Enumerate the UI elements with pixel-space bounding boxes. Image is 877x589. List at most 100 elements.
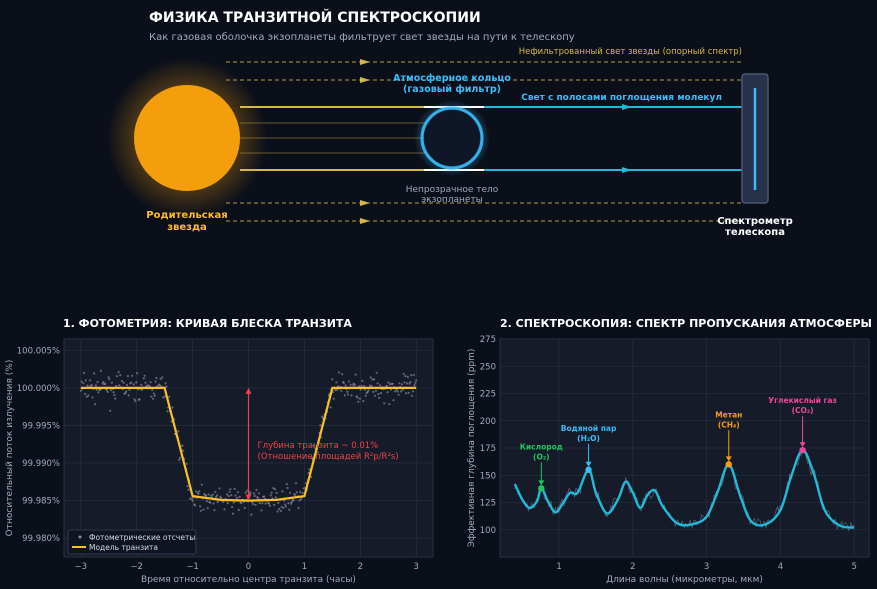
body-label-1: Непрозрачное тело	[406, 185, 499, 195]
y-tick-label: 100.005%	[17, 346, 60, 356]
y-tick-label: 100	[480, 526, 496, 536]
chart1-title: 1. ФОТОМЕТРИЯ: КРИВАЯ БЛЕСКА ТРАНЗИТА	[63, 317, 352, 330]
data-point	[151, 388, 154, 391]
data-point	[268, 502, 271, 505]
y-tick-label: 175	[480, 444, 496, 454]
data-point	[178, 458, 181, 461]
data-point	[114, 397, 117, 400]
y-tick-label: 99.980%	[22, 534, 60, 544]
data-point	[119, 374, 122, 377]
data-point	[138, 398, 141, 401]
data-point	[112, 391, 115, 394]
x-tick-label: 2	[630, 562, 635, 572]
annotation-arrow-head	[725, 456, 732, 462]
data-point	[240, 502, 243, 505]
data-point	[358, 397, 361, 400]
data-point	[286, 486, 289, 490]
data-point	[284, 505, 287, 508]
spectrum-chart: 1 2 3 4 5 100 125 150 175 200 225 250 275 Длина волны…	[467, 335, 870, 585]
data-point	[227, 495, 230, 498]
data-point	[128, 388, 131, 391]
data-point	[281, 490, 284, 493]
data-point	[406, 375, 409, 378]
data-point	[353, 384, 356, 387]
data-point	[99, 369, 103, 372]
data-point	[132, 383, 135, 386]
data-point	[400, 383, 403, 386]
data-point	[350, 394, 353, 397]
data-point	[199, 505, 202, 508]
data-point	[249, 491, 252, 494]
data-point	[288, 508, 291, 511]
data-point	[120, 379, 124, 383]
data-point	[383, 402, 386, 405]
data-point	[361, 379, 364, 382]
star-label-1: Родительская	[146, 210, 227, 221]
data-point	[397, 393, 400, 396]
data-point	[344, 384, 347, 387]
data-point	[186, 485, 189, 488]
data-point	[251, 501, 254, 504]
data-point	[187, 488, 190, 491]
y-tick-label: 99.990%	[22, 459, 60, 469]
data-point	[142, 377, 145, 380]
spectrometer-label-1: Спектрометр	[717, 216, 793, 227]
photometric-points	[79, 369, 418, 516]
data-point	[257, 492, 261, 495]
legend-marker-points	[78, 535, 82, 539]
data-point	[273, 488, 277, 491]
data-point	[299, 498, 303, 501]
data-point	[162, 396, 165, 399]
light-curve-chart: −3 −2 −1 0 1 2 3 99.980% 99.985% 99.990% 99.995% 10…	[5, 338, 434, 585]
data-point	[364, 394, 367, 397]
ring-label-1: Атмосферное кольцо	[393, 73, 511, 84]
data-point	[272, 487, 275, 490]
data-point	[244, 491, 247, 494]
data-point	[122, 381, 125, 384]
data-point	[290, 501, 293, 504]
data-point	[287, 502, 290, 505]
data-point	[189, 497, 192, 500]
data-point	[206, 507, 209, 510]
data-point	[261, 502, 264, 505]
x-tick-label: 1	[302, 562, 307, 572]
data-point	[349, 383, 352, 386]
data-point	[159, 377, 162, 380]
data-point	[191, 499, 194, 502]
data-point	[96, 381, 99, 384]
data-point	[282, 506, 285, 509]
data-point	[347, 380, 351, 383]
page-title: ФИЗИКА ТРАНЗИТНОЙ СПЕКТРОСКОПИИ	[149, 9, 481, 26]
data-point	[113, 393, 116, 397]
data-point	[97, 391, 100, 394]
data-point	[394, 390, 397, 393]
data-point	[104, 382, 107, 385]
data-point	[243, 506, 246, 509]
data-point	[220, 497, 223, 500]
data-point	[253, 494, 256, 498]
data-point	[155, 376, 158, 380]
data-point	[372, 390, 375, 393]
data-point	[215, 494, 219, 497]
spectrometer-label-2: телескопа	[725, 227, 785, 238]
data-point	[341, 373, 344, 376]
data-point	[347, 393, 350, 396]
data-point	[301, 491, 304, 495]
data-point	[133, 398, 136, 401]
y-tick-label: 250	[480, 362, 496, 372]
data-point	[152, 397, 155, 400]
data-point	[207, 493, 210, 496]
data-point	[223, 508, 226, 511]
data-point	[238, 495, 241, 498]
data-point	[403, 381, 406, 384]
data-point	[234, 494, 237, 497]
data-point	[185, 462, 188, 465]
data-point	[83, 371, 86, 374]
y-tick-label: 275	[480, 335, 496, 345]
data-point	[391, 382, 394, 385]
data-point	[415, 379, 418, 382]
data-point	[141, 388, 144, 391]
data-point	[232, 501, 235, 504]
molecule-annotation: Кислород(O₂)	[520, 442, 563, 492]
